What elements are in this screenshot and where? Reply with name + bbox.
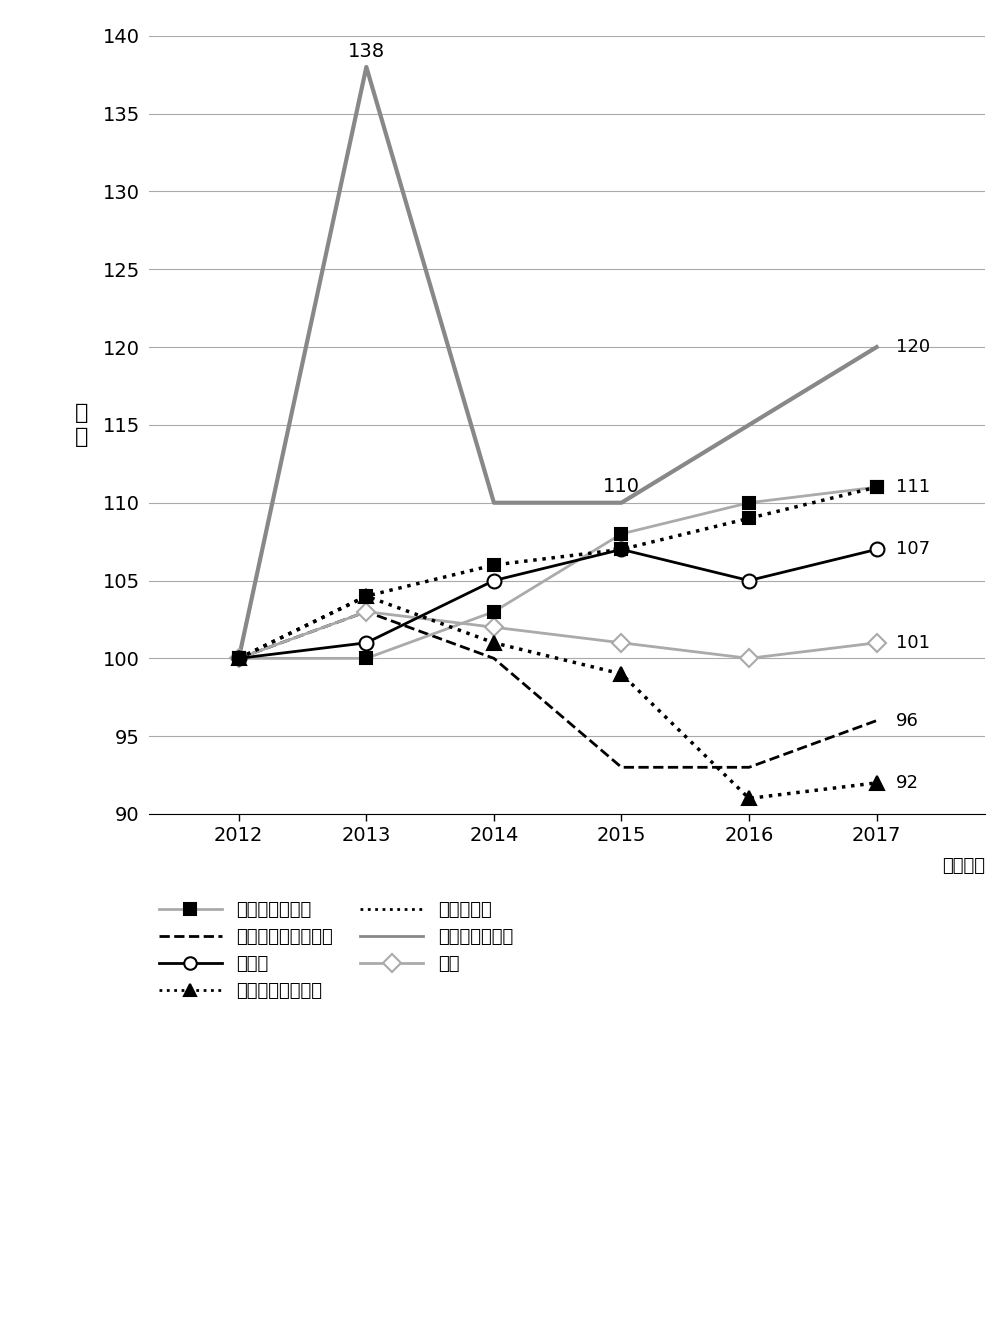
Legend: 社会保障関係費, 文教及び科学振興費, 国債費, 地方交付税交付金, 防衛関係費, 公共事業関係費, 合計, : 社会保障関係費, 文教及び科学振興費, 国債費, 地方交付税交付金, 防衛関係費…	[159, 901, 513, 1000]
Text: 111: 111	[896, 479, 930, 496]
Text: 120: 120	[896, 339, 930, 356]
Text: 92: 92	[896, 774, 919, 792]
Y-axis label: 指
数: 指 数	[75, 404, 88, 447]
Text: （年度）: （年度）	[942, 857, 985, 874]
Text: 138: 138	[348, 41, 385, 61]
Text: 107: 107	[896, 540, 930, 559]
Text: 96: 96	[896, 712, 919, 729]
Text: 110: 110	[603, 477, 640, 496]
Text: 101: 101	[896, 633, 930, 652]
